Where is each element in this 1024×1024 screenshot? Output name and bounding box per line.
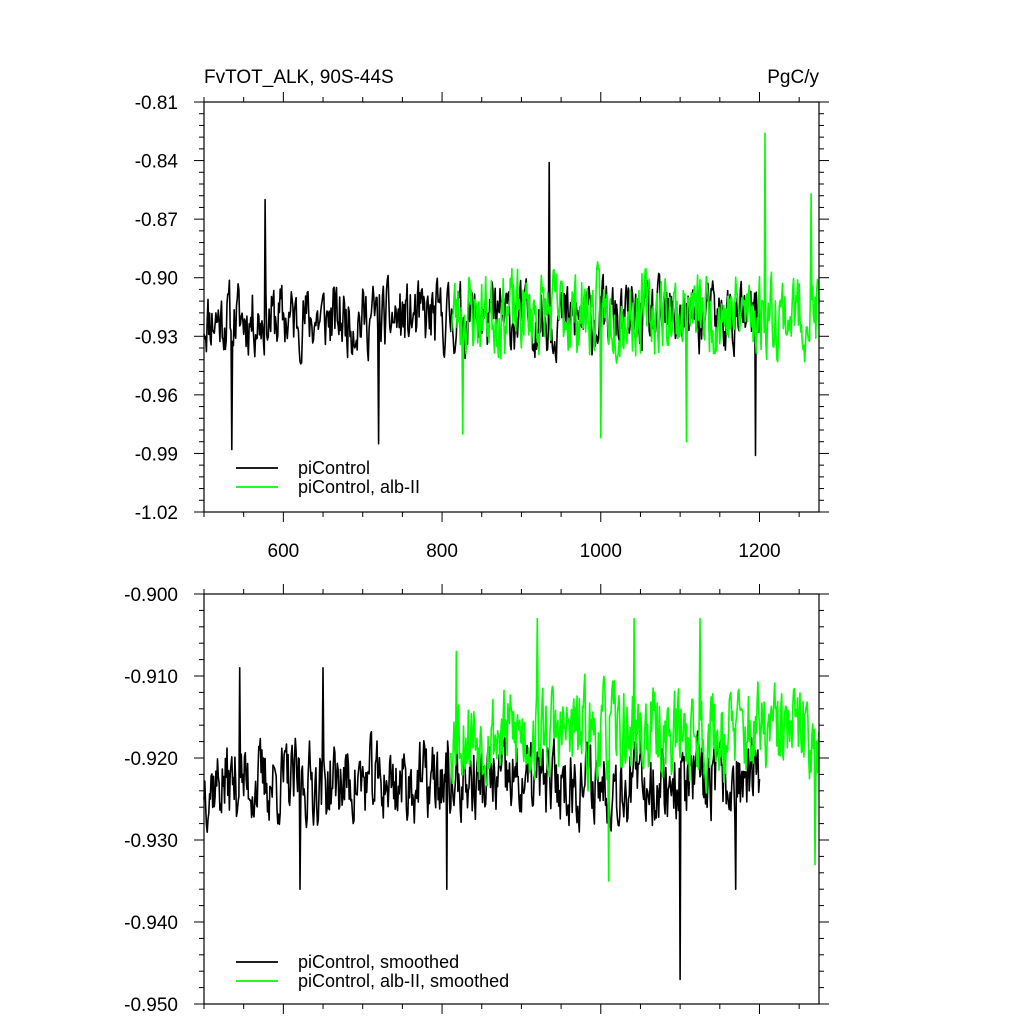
top-panel: FvTOT_ALK, 90S-44S PgC/y 600 800 1000 1200 -… xyxy=(135,67,829,562)
top-plot-area: 600 800 1000 1200 -1.02 -0.99 -0.96 -0.93 -0.90 -… xyxy=(135,92,829,562)
top-series-line-1 xyxy=(450,132,820,443)
top-ytick-label: -0.99 xyxy=(135,444,178,465)
top-ytick-label: -0.87 xyxy=(135,210,178,231)
bottom-plot-area: -0.950 -0.940 -0.930 -0.920 -0.910 -0.900 piCo… xyxy=(124,584,829,1016)
bottom-panel: -0.950 -0.940 -0.930 -0.920 -0.910 -0.900 piCo… xyxy=(124,584,829,1016)
top-legend-label-0: piControl xyxy=(298,458,370,478)
top-ytick-label: -0.90 xyxy=(135,269,178,290)
top-ytick-label: -1.02 xyxy=(135,503,178,524)
top-plot-frame xyxy=(203,101,820,513)
bottom-legend-label-0: piControl, smoothed xyxy=(298,952,459,972)
bottom-ytick-label: -0.900 xyxy=(124,585,178,606)
top-ytick-label: -0.81 xyxy=(135,93,178,114)
bottom-ytick-label: -0.940 xyxy=(124,913,178,934)
top-ytick-label: -0.96 xyxy=(135,386,178,407)
bottom-ytick-label: -0.910 xyxy=(124,667,178,688)
top-xtick-label: 1000 xyxy=(580,541,622,562)
bottom-plot-frame xyxy=(203,593,820,1005)
top-ytick-label: -0.84 xyxy=(135,152,179,173)
top-title-left: FvTOT_ALK, 90S-44S xyxy=(204,67,394,88)
top-series-line-0 xyxy=(203,161,761,457)
top-xtick-label: 800 xyxy=(426,541,458,562)
bottom-ytick-label: -0.950 xyxy=(124,995,178,1016)
top-ytick-label: -0.93 xyxy=(135,327,178,348)
bottom-ytick-label: -0.930 xyxy=(124,831,178,852)
top-xtick-label: 600 xyxy=(268,541,300,562)
bottom-series-line-1 xyxy=(450,617,820,882)
bottom-legend-label-1: piControl, alb-II, smoothed xyxy=(298,971,509,991)
bottom-ytick-label: -0.920 xyxy=(124,749,178,770)
top-title-right: PgC/y xyxy=(767,67,819,88)
top-legend-label-1: piControl, alb-II xyxy=(298,477,420,497)
top-xtick-label: 1200 xyxy=(738,541,780,562)
